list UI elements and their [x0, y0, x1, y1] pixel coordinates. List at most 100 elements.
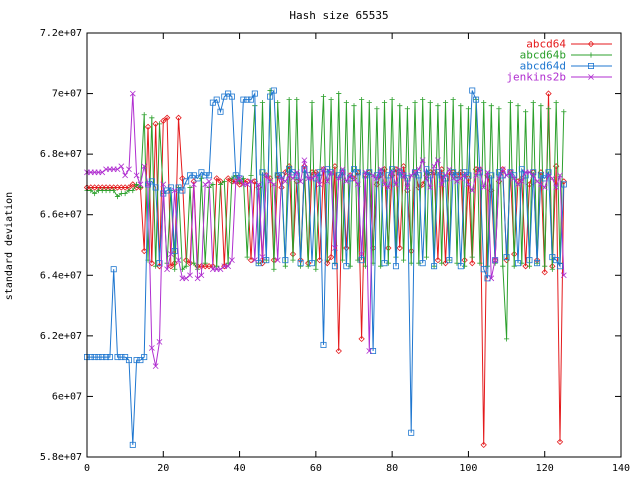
- data-point: [183, 275, 190, 282]
- data-point: [534, 178, 540, 185]
- data-point: [442, 172, 449, 179]
- data-point: [332, 245, 338, 251]
- data-point: [210, 181, 216, 188]
- data-point: [99, 169, 106, 176]
- data-point: [179, 187, 186, 194]
- data-point: [229, 175, 235, 181]
- data-point: [518, 178, 525, 185]
- data-point: [488, 275, 495, 282]
- data-point: [206, 178, 212, 185]
- data-point: [244, 181, 251, 188]
- data-point: [232, 172, 239, 179]
- data-point: [374, 175, 380, 182]
- data-point: [499, 166, 506, 173]
- data-point: [160, 117, 167, 124]
- data-point: [343, 263, 350, 270]
- data-point: [99, 354, 106, 361]
- data-point: [137, 357, 144, 364]
- data-point: [370, 172, 376, 179]
- data-point: [114, 193, 121, 200]
- data-point: [148, 178, 155, 185]
- data-point: [202, 260, 208, 266]
- data-point: [480, 184, 487, 191]
- data-point: [145, 181, 151, 188]
- data-point: [496, 175, 502, 182]
- legend-label: abcd64d: [520, 60, 566, 73]
- data-point: [480, 441, 487, 449]
- data-point: [194, 275, 201, 282]
- data-point: [526, 257, 533, 264]
- data-point: [167, 263, 175, 270]
- data-point: [125, 357, 132, 364]
- data-point: [339, 257, 346, 263]
- data-point: [400, 172, 407, 179]
- data-point: [217, 181, 224, 188]
- data-point: [545, 90, 552, 97]
- legend-label: jenkins2b: [506, 71, 566, 84]
- y-tick-label: 6.4e+07: [40, 270, 82, 281]
- series-line: [87, 93, 565, 445]
- data-point: [320, 166, 327, 173]
- data-point: [301, 157, 308, 164]
- data-point: [339, 166, 346, 173]
- data-point: [244, 254, 250, 260]
- data-point: [393, 181, 399, 188]
- data-point: [137, 181, 144, 188]
- data-point: [267, 178, 273, 185]
- data-point: [515, 103, 521, 109]
- data-point: [515, 260, 522, 267]
- data-point: [541, 269, 548, 276]
- data-point: [553, 257, 560, 264]
- data-point: [362, 169, 369, 176]
- data-point: [156, 260, 163, 267]
- data-point: [507, 100, 513, 106]
- data-point: [507, 169, 514, 176]
- data-point: [446, 166, 453, 173]
- data-point: [118, 163, 125, 170]
- data-point: [453, 172, 460, 179]
- data-point: [400, 172, 407, 179]
- data-point: [122, 190, 128, 197]
- data-point: [423, 254, 430, 260]
- data-point: [359, 97, 365, 103]
- data-point: [267, 93, 274, 100]
- data-point: [560, 272, 567, 279]
- data-point: [469, 254, 475, 260]
- data-point: [133, 181, 140, 188]
- data-point: [351, 175, 357, 182]
- data-point: [129, 90, 136, 97]
- legend-label: abcd64b: [520, 49, 566, 62]
- data-point: [141, 354, 148, 361]
- data-point: [225, 263, 232, 270]
- data-point: [457, 175, 464, 182]
- data-point: [160, 181, 167, 188]
- legend-marker: [588, 52, 594, 58]
- legend-entry-abcd64d: abcd64d: [520, 60, 612, 73]
- data-point: [129, 181, 136, 188]
- data-point: [251, 90, 258, 97]
- data-point: [469, 187, 476, 194]
- data-point: [415, 172, 422, 179]
- data-point: [503, 172, 510, 179]
- data-point: [381, 181, 388, 188]
- data-point: [435, 157, 441, 164]
- data-point: [129, 441, 136, 448]
- data-point: [343, 244, 350, 252]
- data-point: [427, 100, 433, 106]
- data-point: [164, 266, 170, 273]
- data-point: [271, 181, 277, 188]
- data-point: [187, 184, 193, 191]
- data-point: [435, 103, 441, 109]
- legend-entry-jenkins2b: jenkins2b: [506, 71, 612, 84]
- series-abcd64d: [84, 87, 567, 448]
- data-point: [465, 172, 472, 179]
- data-point: [122, 354, 129, 361]
- data-point: [106, 354, 113, 361]
- data-point: [335, 347, 342, 355]
- data-point: [355, 257, 361, 263]
- data-point: [301, 166, 308, 173]
- data-point: [278, 175, 285, 182]
- data-point: [415, 166, 422, 173]
- y-tick-label: 6.2e+07: [40, 331, 82, 342]
- x-tick-label: 120: [536, 463, 554, 474]
